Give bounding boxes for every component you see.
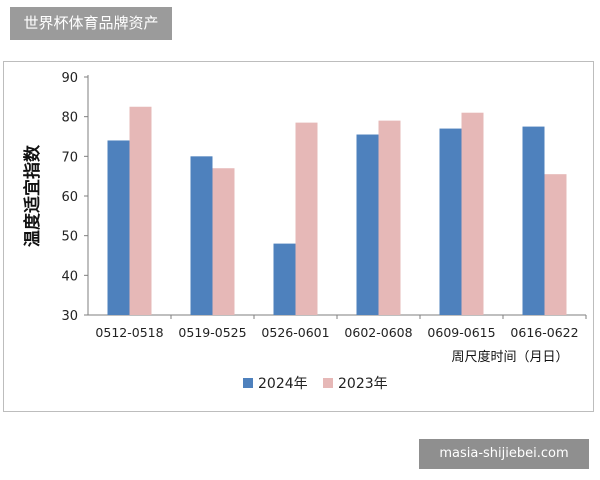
x-tick-label: 0602-0608 — [344, 325, 412, 340]
bar-series1 — [439, 128, 462, 315]
y-tick-label: 50 — [61, 230, 78, 245]
y-tick-label: 90 — [61, 71, 78, 86]
x-tick-label: 0512-0518 — [95, 325, 163, 340]
x-tick-label: 0616-0622 — [510, 325, 578, 340]
bar-series2 — [461, 112, 484, 315]
x-tick-label: 0609-0615 — [427, 325, 495, 340]
watermark-badge: masia-shijiebei.com — [419, 439, 589, 469]
y-tick-label: 70 — [61, 150, 78, 165]
bar-series2 — [544, 174, 567, 315]
x-axis-title: 周尺度时间（月日） — [451, 349, 568, 365]
bar-series1 — [522, 126, 545, 315]
bar-series1 — [190, 156, 213, 315]
bars — [107, 106, 567, 315]
legend: 2024年 2023年 — [243, 376, 388, 392]
legend-label: 2023年 — [338, 376, 388, 392]
legend-swatch — [323, 378, 333, 388]
site-badge: 世界杯体育品牌资产 — [10, 7, 172, 40]
x-tick-label: 0526-0601 — [261, 325, 329, 340]
bar-series2 — [295, 122, 318, 315]
y-tick-label: 80 — [61, 111, 78, 126]
bar-series2 — [129, 106, 152, 315]
y-tick-label: 30 — [61, 309, 78, 324]
bar-series2 — [212, 168, 235, 315]
bar-series1 — [356, 134, 379, 315]
legend-label: 2024年 — [258, 376, 308, 392]
y-tick-label: 60 — [61, 190, 78, 205]
y-tick-label: 40 — [61, 269, 78, 284]
axes — [84, 75, 587, 319]
labels: 30 40 50 60 70 80 90 0512-0518 0519-0525 0526-060… — [22, 71, 579, 365]
bar-series1 — [273, 243, 296, 315]
bar-series2 — [378, 120, 401, 315]
bar-series1 — [107, 140, 130, 315]
y-axis-title: 温度适宜指数 — [22, 144, 43, 247]
x-tick-label: 0519-0525 — [178, 325, 246, 340]
legend-swatch — [243, 378, 253, 388]
